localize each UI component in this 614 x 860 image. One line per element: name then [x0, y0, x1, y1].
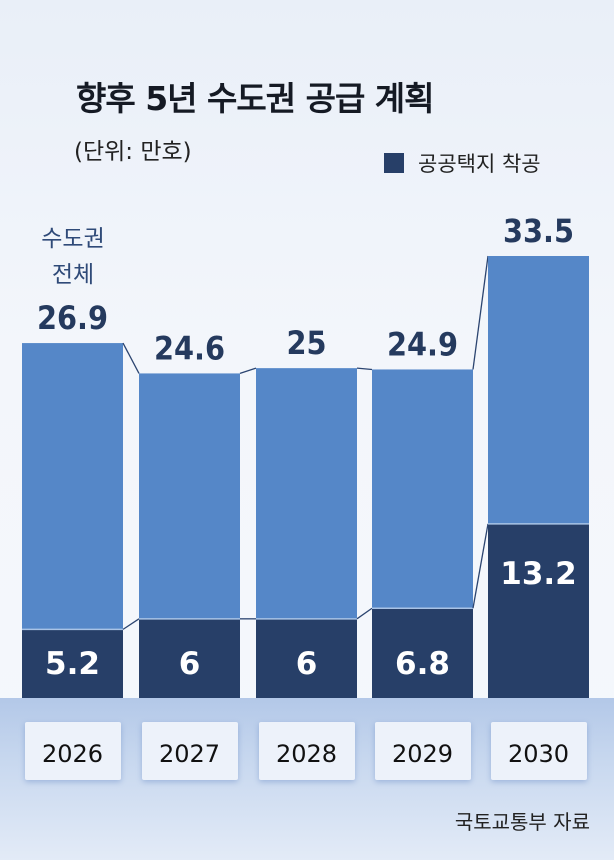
bar-public	[372, 608, 473, 698]
connector-total	[472, 255, 489, 370]
x-tick-label: 2028	[276, 740, 337, 768]
year-box	[142, 722, 238, 780]
legend-label: 공공택지 착공	[418, 152, 541, 176]
legend-swatch	[384, 153, 404, 173]
year-box	[25, 722, 121, 780]
connector-public	[472, 523, 489, 609]
year-box	[375, 722, 471, 780]
connector-public	[122, 618, 140, 630]
total-label: 26.9	[37, 299, 108, 337]
source-note: 국토교통부 자료	[454, 810, 590, 834]
public-label: 6	[179, 646, 201, 682]
connector-total	[356, 367, 373, 371]
bar-total	[488, 256, 589, 524]
series-label-line2: 전체	[52, 262, 94, 288]
x-tick-label: 2029	[392, 740, 453, 768]
legend: 공공택지 착공	[384, 148, 541, 178]
bar-total	[22, 343, 123, 630]
year-box	[259, 722, 355, 780]
x-tick-label: 2027	[159, 740, 220, 768]
total-label: 33.5	[503, 212, 574, 250]
total-label: 24.9	[387, 325, 458, 363]
connector-total	[239, 367, 257, 375]
total-label: 25	[286, 324, 326, 362]
connector-public	[356, 607, 373, 620]
chart-title: 향후 5년 수도권 공급 계획	[76, 79, 435, 118]
x-tick-label: 2026	[42, 740, 103, 768]
year-box	[491, 722, 587, 780]
bar-total	[256, 368, 357, 619]
bar-public	[22, 629, 123, 698]
bar-public	[256, 618, 357, 698]
bar-total	[139, 373, 240, 619]
bar-public	[488, 523, 589, 698]
unit-label: (단위: 만호)	[74, 139, 192, 165]
public-label: 6.8	[395, 646, 450, 682]
series-label-line1: 수도권	[41, 226, 104, 252]
public-label: 6	[296, 646, 318, 682]
public-label: 5.2	[45, 646, 100, 682]
bar-total	[372, 369, 473, 609]
x-tick-label: 2030	[508, 740, 569, 768]
total-label: 24.6	[154, 329, 225, 367]
bar-public	[139, 618, 240, 698]
public-label: 13.2	[500, 556, 577, 592]
connector-total	[122, 342, 140, 374]
